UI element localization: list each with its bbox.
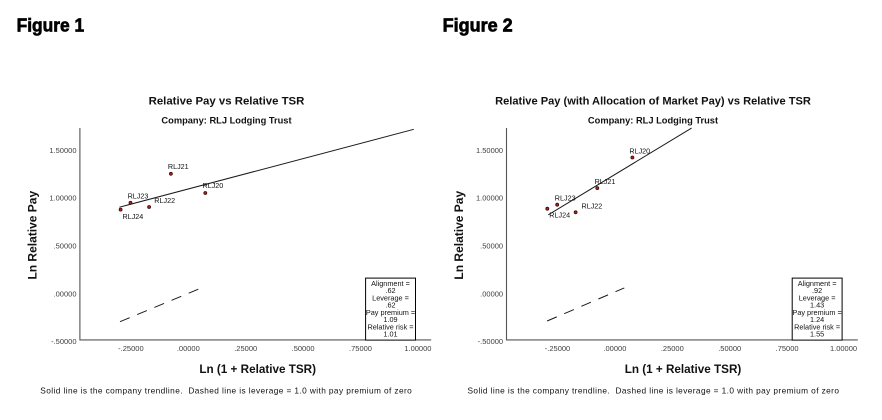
svg-text:Ln (1 + Relative TSR): Ln (1 + Relative TSR) [625, 363, 742, 376]
svg-text:Company: RLJ Lodging Trust: Company: RLJ Lodging Trust [588, 115, 718, 125]
svg-text:1.00000: 1.00000 [830, 344, 857, 353]
svg-text:.50000: .50000 [54, 242, 77, 251]
svg-text:Leverage =: Leverage = [799, 293, 836, 302]
svg-text:Relative Pay (with Allocation: Relative Pay (with Allocation of Market … [495, 95, 811, 107]
svg-text:.75000: .75000 [349, 344, 372, 353]
svg-text:.25000: .25000 [234, 344, 257, 353]
svg-text:1.50000: 1.50000 [476, 146, 503, 155]
svg-text:RLJ22: RLJ22 [154, 196, 175, 205]
svg-text:.25000: .25000 [661, 344, 684, 353]
svg-text:.92: .92 [812, 286, 822, 295]
svg-text:Leverage =: Leverage = [372, 293, 409, 302]
svg-text:1.00000: 1.00000 [404, 344, 431, 353]
svg-text:Relative Pay vs Relative TSR: Relative Pay vs Relative TSR [149, 95, 305, 107]
svg-text:1.50000: 1.50000 [49, 146, 76, 155]
svg-text:RLJ20: RLJ20 [629, 146, 650, 155]
svg-text:Relative risk =: Relative risk = [367, 322, 413, 331]
svg-text:.62: .62 [385, 286, 395, 295]
svg-text:1.55: 1.55 [810, 330, 824, 339]
svg-text:RLJ22: RLJ22 [582, 201, 603, 210]
svg-text:Figure 2: Figure 2 [443, 14, 513, 35]
svg-text:RLJ20: RLJ20 [203, 181, 224, 190]
svg-text:.50000: .50000 [480, 242, 503, 251]
svg-text:Solid line is the company tren: Solid line is the company trendline. Das… [468, 386, 840, 396]
svg-text:.50000: .50000 [718, 344, 741, 353]
svg-text:-.25000: -.25000 [118, 344, 143, 353]
svg-text:1.43: 1.43 [810, 301, 824, 310]
svg-text:1.01: 1.01 [383, 330, 397, 339]
svg-text:1.00000: 1.00000 [476, 194, 503, 203]
svg-text:.75000: .75000 [776, 344, 799, 353]
svg-text:Pay premium =: Pay premium = [792, 308, 841, 317]
svg-text:1.00000: 1.00000 [49, 194, 76, 203]
svg-text:RLJ21: RLJ21 [168, 162, 189, 171]
svg-text:1.09: 1.09 [383, 315, 397, 324]
svg-text:Alignment =: Alignment = [371, 279, 410, 288]
svg-text:.00000: .00000 [54, 289, 77, 298]
svg-text:Pay premium =: Pay premium = [366, 308, 415, 317]
svg-text:-.50000: -.50000 [478, 337, 503, 346]
svg-text:.00000: .00000 [603, 344, 626, 353]
svg-text:Relative risk =: Relative risk = [794, 322, 840, 331]
svg-text:Company: RLJ Lodging Trust: Company: RLJ Lodging Trust [161, 115, 291, 125]
svg-text:.00000: .00000 [480, 289, 503, 298]
svg-text:Ln Relative Pay: Ln Relative Pay [26, 191, 40, 280]
svg-text:.62: .62 [385, 301, 395, 310]
svg-text:RLJ23: RLJ23 [555, 194, 576, 203]
svg-text:.00000: .00000 [177, 344, 200, 353]
svg-text:Figure 1: Figure 1 [17, 14, 85, 35]
svg-text:Solid line is the company tren: Solid line is the company trendline. Das… [40, 386, 412, 396]
svg-text:1.24: 1.24 [810, 315, 824, 324]
svg-text:RLJ21: RLJ21 [595, 177, 616, 186]
svg-text:Alignment =: Alignment = [798, 279, 837, 288]
svg-text:.50000: .50000 [292, 344, 315, 353]
svg-text:-.50000: -.50000 [51, 337, 76, 346]
svg-text:Ln Relative Pay: Ln Relative Pay [452, 191, 466, 280]
svg-text:Ln (1 + Relative TSR): Ln (1 + Relative TSR) [199, 363, 316, 376]
svg-text:RLJ23: RLJ23 [128, 191, 149, 200]
svg-text:-.25000: -.25000 [545, 344, 570, 353]
svg-text:RLJ24: RLJ24 [549, 211, 570, 220]
svg-text:RLJ24: RLJ24 [123, 212, 144, 221]
